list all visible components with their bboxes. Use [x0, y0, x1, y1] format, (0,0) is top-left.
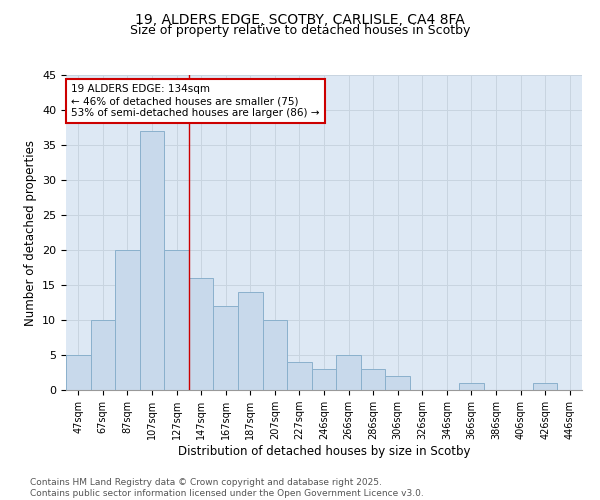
Bar — [238, 292, 263, 390]
Bar — [385, 376, 410, 390]
Bar — [533, 383, 557, 390]
Bar — [115, 250, 140, 390]
Text: Contains HM Land Registry data © Crown copyright and database right 2025.
Contai: Contains HM Land Registry data © Crown c… — [30, 478, 424, 498]
Bar — [91, 320, 115, 390]
Bar — [336, 355, 361, 390]
Bar — [214, 306, 238, 390]
Bar — [66, 355, 91, 390]
Bar — [361, 369, 385, 390]
Bar — [459, 383, 484, 390]
Text: 19, ALDERS EDGE, SCOTBY, CARLISLE, CA4 8FA: 19, ALDERS EDGE, SCOTBY, CARLISLE, CA4 8… — [135, 12, 465, 26]
Text: 19 ALDERS EDGE: 134sqm
← 46% of detached houses are smaller (75)
53% of semi-det: 19 ALDERS EDGE: 134sqm ← 46% of detached… — [71, 84, 320, 117]
X-axis label: Distribution of detached houses by size in Scotby: Distribution of detached houses by size … — [178, 445, 470, 458]
Y-axis label: Number of detached properties: Number of detached properties — [23, 140, 37, 326]
Bar — [263, 320, 287, 390]
Bar — [140, 131, 164, 390]
Bar — [312, 369, 336, 390]
Bar — [189, 278, 214, 390]
Bar — [164, 250, 189, 390]
Bar — [287, 362, 312, 390]
Text: Size of property relative to detached houses in Scotby: Size of property relative to detached ho… — [130, 24, 470, 37]
